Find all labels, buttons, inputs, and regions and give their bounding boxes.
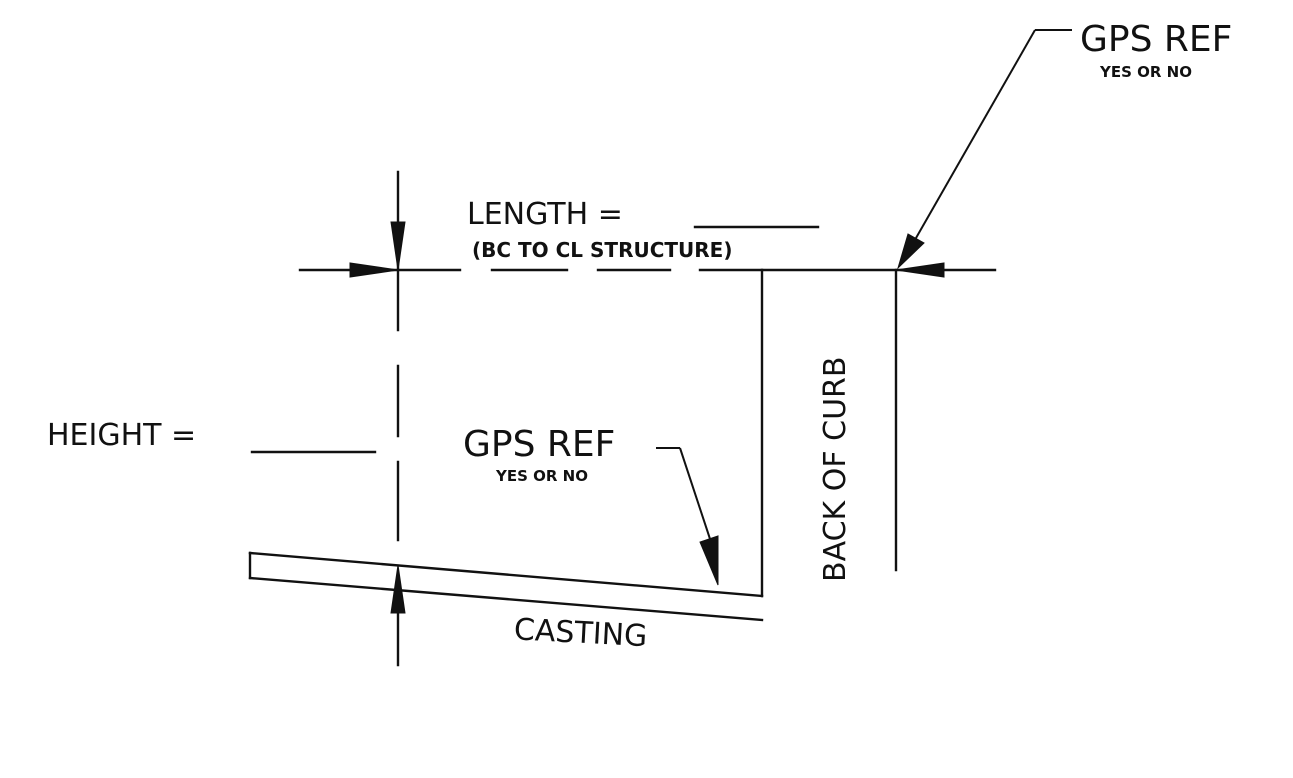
gps-ref-mid-leader bbox=[656, 447, 719, 586]
curb-outline bbox=[248, 268, 764, 622]
casting-label: CASTING bbox=[513, 612, 648, 654]
gps-ref-top-leader bbox=[896, 29, 1072, 270]
gps-ref-top-sublabel: YES OR NO bbox=[1099, 63, 1192, 81]
height-label: HEIGHT = bbox=[47, 418, 196, 453]
gps-ref-mid-label: GPS REF bbox=[463, 424, 615, 465]
gps-ref-mid-sublabel: YES OR NO bbox=[495, 467, 588, 485]
gps-ref-top-label: GPS REF bbox=[1080, 19, 1232, 60]
length-dimension-line bbox=[298, 262, 997, 278]
length-label: LENGTH = bbox=[467, 197, 623, 232]
length-sublabel: (BC TO CL STRUCTURE) bbox=[472, 238, 732, 262]
back-of-curb-label: BACK OF CURB bbox=[818, 357, 853, 582]
height-arrow-top bbox=[390, 221, 406, 271]
length-arrow-right bbox=[895, 262, 945, 278]
length-arrow-left bbox=[349, 262, 399, 278]
